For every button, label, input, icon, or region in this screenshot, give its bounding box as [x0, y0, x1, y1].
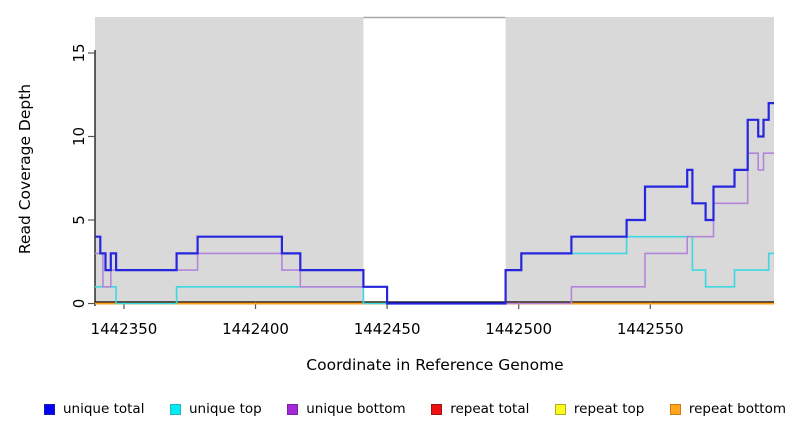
legend-swatch-unique-top	[170, 403, 181, 415]
legend-label: unique total	[63, 401, 145, 417]
x-tick-label: 1442550	[617, 320, 684, 338]
x-tick-label: 1442400	[222, 320, 289, 338]
y-tick-label: 0	[70, 299, 88, 309]
legend-item-unique-top: unique top	[170, 401, 262, 417]
legend-item-repeat-total: repeat total	[431, 401, 529, 417]
series-line-unique-total	[95, 102, 774, 305]
series-line-unique-top	[95, 235, 774, 305]
legend-item-repeat-top: repeat top	[554, 401, 645, 417]
legend: unique total unique top unique bottom repea…	[44, 401, 786, 417]
x-tick-label: 1442350	[91, 320, 158, 338]
y-axis-title: Read Coverage Depth	[16, 83, 34, 255]
legend-swatch-repeat-total	[431, 403, 443, 415]
legend-item-repeat-bottom: repeat bottom	[669, 401, 786, 417]
y-tick-label: 15	[70, 43, 88, 62]
y-tick-label: 5	[70, 215, 88, 225]
legend-label: unique top	[189, 401, 262, 417]
x-tick-label: 1442500	[485, 320, 552, 338]
legend-item-unique-bottom: unique bottom	[287, 401, 406, 417]
legend-swatch-repeat-top	[554, 403, 566, 415]
legend-label: unique bottom	[306, 401, 406, 417]
x-tick-label: 1442450	[354, 320, 421, 338]
gap-region	[363, 17, 506, 302]
legend-swatch-unique-bottom	[287, 403, 299, 415]
x-axis-title: Coordinate in Reference Genome	[306, 356, 564, 374]
plot-shading-right	[505, 17, 774, 302]
legend-label: repeat top	[573, 401, 645, 417]
legend-swatch-repeat-bottom	[669, 403, 681, 415]
y-tick-label: 10	[70, 127, 88, 146]
legend-item-unique-total: unique total	[44, 401, 144, 417]
legend-swatch-unique-total	[44, 403, 55, 415]
plot-shading-left	[95, 17, 364, 302]
legend-label: repeat total	[450, 401, 530, 417]
legend-label: repeat bottom	[688, 401, 786, 417]
